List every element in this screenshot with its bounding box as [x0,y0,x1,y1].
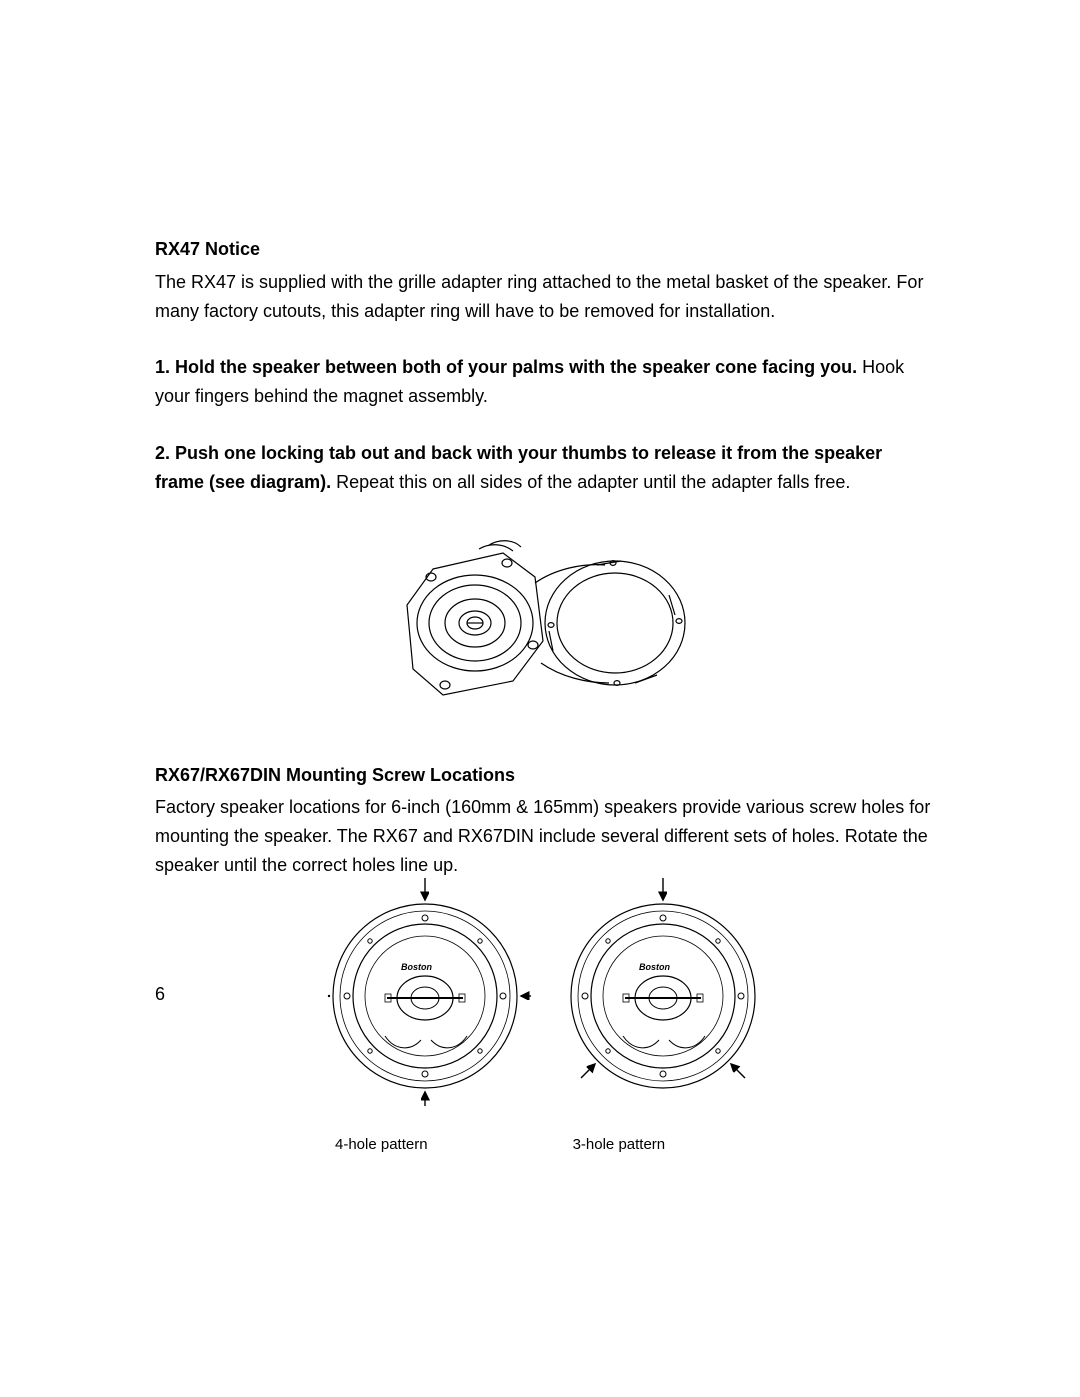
caption-3hole: 3-hole pattern [573,1136,666,1153]
rx47-step1-bold: 1. Hold the speaker between both of your… [155,357,857,377]
rx67-body: Factory speaker locations for 6-inch (16… [155,793,935,879]
rx67-diagram: Boston [155,876,935,1136]
rx47-heading: RX47 Notice [155,239,260,259]
caption-4hole: 4-hole pattern [335,1136,428,1153]
rx47-diagram [155,525,935,725]
rx67-heading: RX67/RX67DIN Mounting Screw Locations [155,765,515,785]
rx47-intro: The RX47 is supplied with the grille ada… [155,268,935,326]
rx47-step2-rest: Repeat this on all sides of the adapter … [331,472,850,492]
page-number: 6 [155,984,165,1005]
